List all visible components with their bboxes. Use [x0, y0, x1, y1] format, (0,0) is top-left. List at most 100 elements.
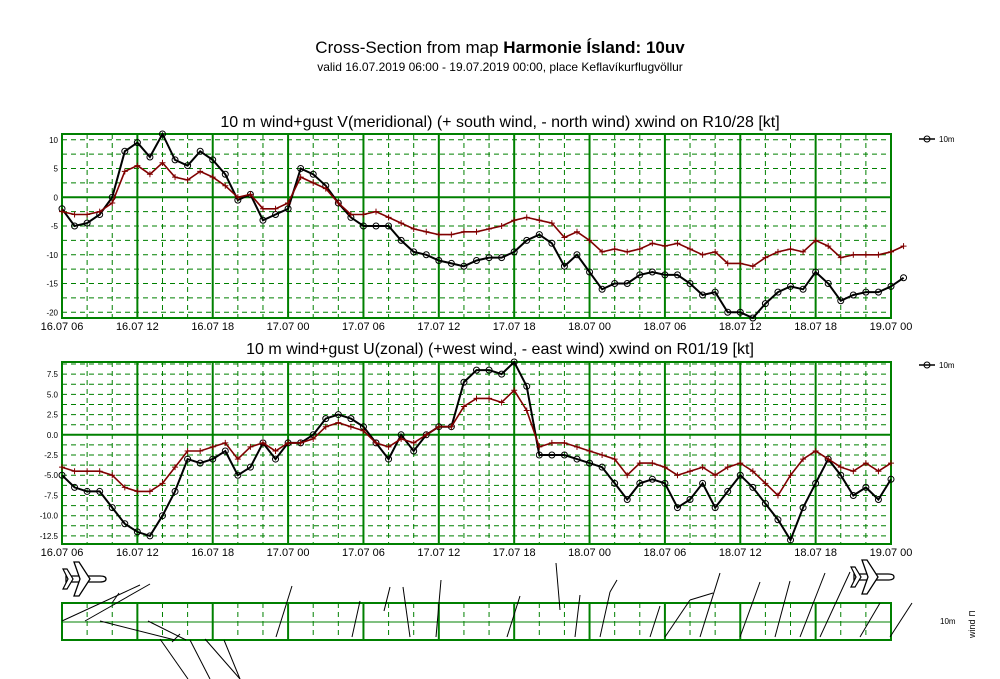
gust-data-point — [398, 435, 405, 442]
gust-data-point — [837, 464, 844, 471]
gust-data-point — [310, 179, 317, 186]
wind-data-point — [586, 268, 594, 276]
legend-marker — [923, 135, 931, 143]
y-tick-label: -5.0 — [44, 471, 58, 480]
wind-data-point — [724, 487, 732, 495]
wind-data-point — [573, 455, 581, 463]
wind-data-point — [724, 308, 732, 316]
gust-data-point — [737, 260, 744, 267]
gust-data-point — [146, 171, 153, 178]
wind-data-point — [259, 216, 267, 224]
x-tick-label: 18.07 00 — [568, 321, 611, 333]
x-tick-label: 18.07 06 — [643, 547, 686, 559]
wind-data-point — [422, 251, 430, 259]
gust-data-point — [159, 159, 166, 166]
gust-data-point — [134, 162, 141, 169]
wind-data-point — [498, 370, 506, 378]
gust-data-point — [59, 464, 65, 471]
gust-data-point — [373, 208, 380, 215]
x-tick-label: 17.07 18 — [493, 321, 536, 333]
wind-data-point — [749, 314, 757, 322]
gust-data-point — [674, 472, 681, 479]
wind-data-point — [234, 471, 242, 479]
legend-label: 10m — [939, 135, 955, 144]
wind-barb — [147, 620, 187, 641]
gust-data-point — [712, 472, 719, 479]
gust-data-point — [197, 447, 204, 454]
gust-data-point — [473, 228, 480, 235]
panel-2-title: 10 m wind+gust U(zonal) (+west wind, - e… — [246, 341, 754, 358]
gust-data-point — [888, 460, 894, 467]
gust-data-point — [460, 228, 467, 235]
barb-strip-frame — [61, 602, 892, 641]
gust-data-point — [234, 456, 241, 463]
gust-data-point — [209, 174, 216, 181]
gust-data-point — [398, 220, 405, 227]
wind-data-point — [874, 288, 882, 296]
wind-data-point — [58, 471, 66, 479]
wind-data-point — [460, 378, 468, 386]
wind-data-point — [435, 257, 443, 264]
gust-data-point — [674, 240, 681, 247]
wind-data-point — [473, 366, 480, 374]
wind-data-point — [862, 483, 870, 491]
gust-data-point — [875, 251, 882, 258]
wind-data-point — [673, 271, 681, 279]
y-tick-label: -20 — [46, 308, 58, 317]
gust-data-point — [687, 246, 694, 252]
gust-data-point — [774, 492, 781, 499]
wind-barb-flag — [689, 592, 714, 601]
wind-data-point — [385, 222, 393, 230]
gust-data-point — [486, 225, 493, 232]
gust-data-point — [159, 480, 166, 487]
gust-data-point — [360, 427, 367, 434]
gust-data-point — [787, 472, 794, 479]
gust-data-point — [712, 248, 719, 255]
wind-data-point — [121, 520, 129, 528]
gust-data-point — [335, 419, 342, 426]
wind-data-point — [711, 288, 719, 296]
wind-data-point — [849, 291, 857, 299]
gust-data-point — [259, 439, 266, 446]
gust-data-point — [473, 395, 480, 402]
wind-data-point — [787, 536, 795, 544]
gust-series-line — [61, 389, 892, 497]
x-tick-label: 18.07 12 — [719, 321, 762, 333]
gust-data-point — [724, 260, 731, 267]
gust-data-point — [561, 234, 568, 241]
gust-data-point — [285, 439, 292, 446]
wind-barb — [351, 600, 361, 638]
gust-data-point — [322, 185, 329, 192]
y-tick-label: 5.0 — [47, 390, 59, 399]
gust-data-point — [222, 439, 229, 446]
legend-label: 10m — [939, 361, 955, 370]
wind-barb — [799, 572, 826, 638]
wind-data-point — [158, 512, 166, 520]
gust-data-point — [121, 168, 128, 175]
gust-data-point — [523, 407, 530, 414]
gust-data-point — [624, 248, 631, 255]
wind-data-point — [246, 463, 254, 471]
wind-barb — [223, 639, 241, 679]
wind-data-point — [133, 139, 141, 147]
gust-data-point — [661, 464, 668, 471]
gust-data-point — [184, 177, 191, 183]
wind-barb — [774, 580, 791, 638]
wind-data-point — [209, 156, 217, 164]
gust-data-point — [649, 240, 656, 247]
gust-data-point — [888, 248, 894, 255]
wind-data-point — [171, 156, 179, 164]
wind-data-point — [636, 271, 644, 279]
wind-data-point — [661, 271, 669, 279]
y-tick-label: -7.5 — [44, 491, 58, 500]
wind-barb — [574, 594, 581, 638]
wind-data-point — [586, 459, 594, 467]
x-tick-label: 16.07 06 — [41, 547, 84, 559]
wind-data-point — [887, 475, 895, 483]
gust-data-point — [573, 443, 580, 450]
wind-barb-strip — [61, 559, 913, 679]
wind-data-point — [636, 479, 644, 487]
wind-data-point — [774, 288, 782, 296]
wind-data-point — [410, 447, 418, 455]
x-tick-label: 16.07 12 — [116, 321, 159, 333]
